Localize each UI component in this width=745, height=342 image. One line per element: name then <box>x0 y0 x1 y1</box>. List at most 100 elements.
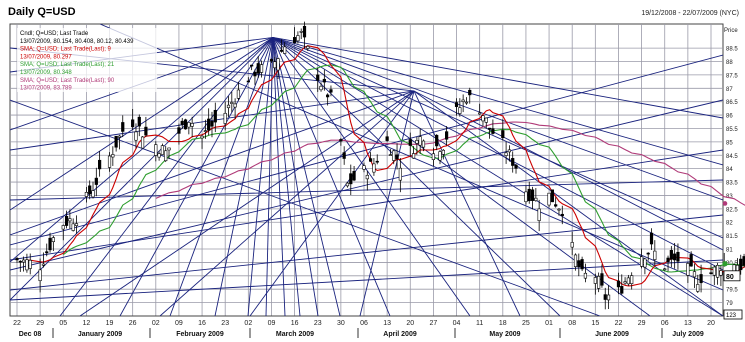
fan-line <box>272 36 723 166</box>
candle <box>478 103 482 115</box>
candle <box>709 264 713 275</box>
candle <box>445 126 449 146</box>
candle <box>94 167 98 197</box>
fan-line <box>272 37 286 316</box>
candle-body <box>160 145 165 155</box>
candle-body <box>48 237 52 251</box>
candle-body <box>306 46 310 49</box>
month-label: March 2009 <box>276 331 314 338</box>
candle <box>140 135 145 149</box>
candle <box>511 151 515 173</box>
candle <box>283 42 287 54</box>
candle <box>689 251 693 267</box>
candle <box>306 45 310 51</box>
candle-body <box>626 277 630 285</box>
candle-body <box>689 254 693 267</box>
x-tick-label: 20 <box>406 320 414 327</box>
fan-line <box>10 37 274 263</box>
fan-line <box>272 37 319 316</box>
candle-body <box>296 35 300 42</box>
y-tick-label: 87.5 <box>726 73 738 79</box>
candle-body <box>28 259 32 269</box>
fan-line <box>79 90 415 316</box>
fan-line <box>119 37 274 316</box>
candle-body <box>742 256 745 266</box>
x-tick-label: 12 <box>83 320 91 327</box>
candle <box>418 128 422 154</box>
candle <box>88 180 92 200</box>
y-tick-label: 88.5 <box>726 47 738 53</box>
candle-body <box>273 61 277 69</box>
candle-body <box>18 260 22 263</box>
candle <box>577 253 581 277</box>
candle <box>84 187 88 203</box>
candle <box>349 164 353 196</box>
candle-body <box>137 116 141 127</box>
candle-body <box>392 150 396 161</box>
candle-body <box>98 159 102 170</box>
x-tick-label: 27 <box>430 320 438 327</box>
candle-body <box>369 158 373 162</box>
candle-body <box>117 135 122 138</box>
candle-body <box>719 270 723 276</box>
candle <box>233 98 237 120</box>
sma90-line <box>155 121 745 206</box>
candle <box>408 132 412 157</box>
candle-body <box>649 232 654 245</box>
month-label: April 2009 <box>383 331 417 338</box>
candle-body <box>200 135 204 139</box>
candle-body <box>534 197 538 201</box>
x-tick-label: 20 <box>707 320 715 327</box>
candle <box>649 228 654 251</box>
y-tick-label: 88 <box>726 60 733 66</box>
candle-body <box>593 277 597 284</box>
candle <box>322 69 326 91</box>
chart-title: Daily Q=USD <box>8 6 76 18</box>
candle <box>210 111 214 138</box>
fan-line <box>359 90 415 316</box>
candle <box>342 146 346 165</box>
candle-body <box>507 149 512 153</box>
candle-body <box>25 259 29 271</box>
candle <box>742 253 745 268</box>
candle-body <box>121 122 125 132</box>
x-tick-label: 08 <box>568 320 576 327</box>
candle-body <box>646 252 650 255</box>
candle-body <box>461 99 465 102</box>
candle <box>154 141 158 162</box>
candle-body <box>322 78 326 83</box>
candle <box>454 98 459 116</box>
x-tick-label: 26 <box>129 320 137 327</box>
candle-body <box>352 171 356 181</box>
candle <box>167 147 171 160</box>
candle-body <box>481 115 485 122</box>
legend-entry: SMA; Q=USD; Last Trade(Last); 21 <box>20 62 115 68</box>
y-tick-label: 81 <box>726 248 733 254</box>
candle <box>573 253 578 271</box>
candle <box>537 199 541 232</box>
candle <box>319 82 323 92</box>
legend-entry: SMA; Q=USD; Last Trade(Last); 9 <box>20 47 112 53</box>
candle-body <box>554 204 558 207</box>
candle <box>64 210 69 229</box>
candle <box>593 273 597 295</box>
candle-body <box>458 107 462 114</box>
y-tick-label: 85 <box>726 140 733 146</box>
candle <box>253 69 257 85</box>
month-label: June 2009 <box>595 331 629 338</box>
candle-body <box>537 208 541 221</box>
candle <box>600 264 604 288</box>
candle-body <box>583 272 588 279</box>
candle <box>696 274 700 293</box>
candle <box>739 254 743 275</box>
candle <box>441 149 445 160</box>
candle <box>369 152 373 162</box>
candle <box>712 265 716 286</box>
candle <box>48 232 52 253</box>
candle <box>623 277 627 285</box>
candle <box>686 262 690 284</box>
candle-body <box>140 136 145 149</box>
candle <box>302 21 307 49</box>
candle <box>276 57 280 79</box>
